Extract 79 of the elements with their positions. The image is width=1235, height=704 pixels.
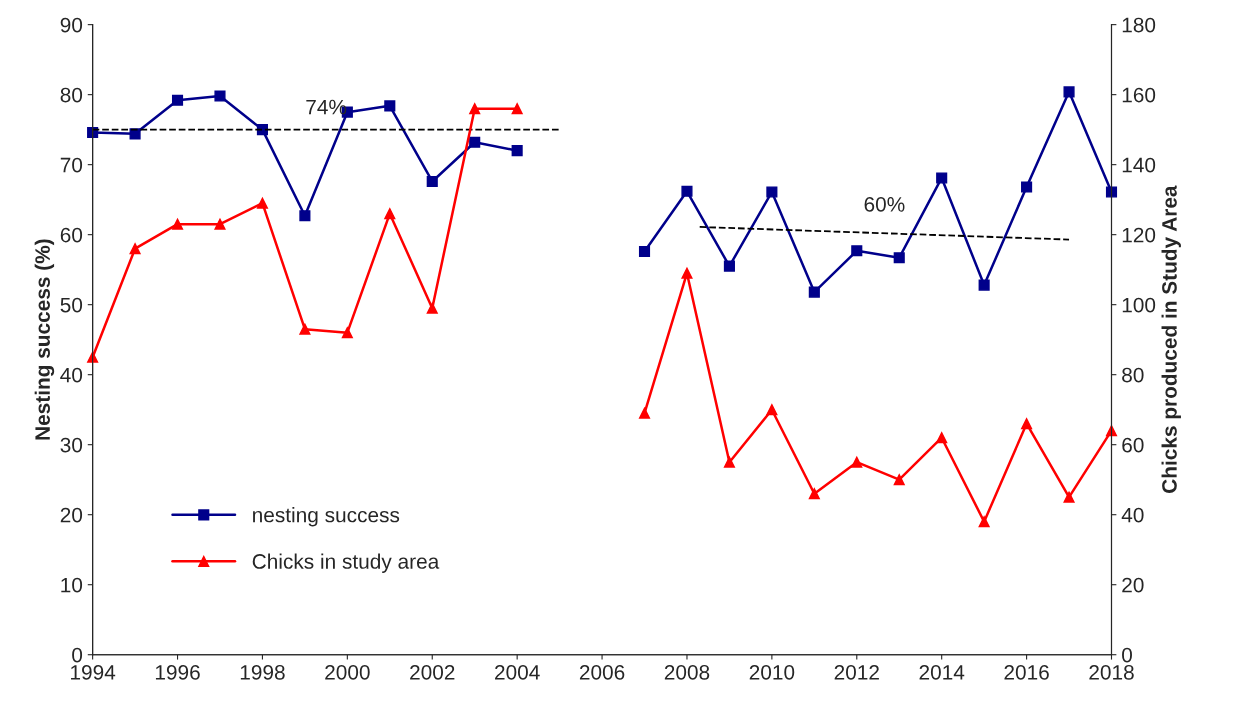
point: [469, 103, 481, 115]
y2-tick-label: 100: [1122, 297, 1156, 313]
point: [1063, 491, 1075, 503]
x-tick-label: 1994: [71, 664, 116, 680]
point: [256, 197, 268, 209]
point: [341, 327, 353, 339]
point: [638, 245, 651, 258]
y2-tick-label: 40: [1121, 507, 1144, 523]
point: [384, 208, 396, 220]
point: [511, 103, 523, 115]
x-tick-label: 1996: [155, 664, 200, 680]
x-tick-label: 2010: [749, 664, 795, 680]
point: [766, 404, 778, 416]
point: [384, 100, 396, 112]
y2-tick-label: 160: [1122, 87, 1156, 103]
point: [723, 456, 735, 468]
point: [681, 185, 693, 197]
point: [978, 516, 990, 528]
y2-tick-label: 140: [1122, 157, 1156, 173]
x-tick-label: 2002: [410, 664, 455, 680]
point: [936, 172, 948, 184]
point: [893, 474, 905, 486]
x-tick-label: 2008: [664, 664, 710, 680]
point: [681, 267, 693, 279]
y-tick-label: 60: [60, 227, 83, 243]
x-tick-label: 2006: [579, 664, 625, 680]
x-tick-label: 2016: [1004, 664, 1049, 680]
point: [851, 245, 863, 257]
point: [893, 252, 905, 264]
x-tick-label: 2000: [325, 664, 370, 680]
point: [171, 94, 184, 106]
annotation: 74%: [306, 99, 347, 115]
point: [214, 90, 226, 102]
y2-tick-label: 120: [1122, 227, 1156, 243]
point: [1021, 418, 1033, 430]
point: [808, 488, 820, 500]
y-tick-label: 20: [60, 507, 83, 523]
point: [766, 186, 778, 198]
point: [638, 407, 651, 419]
y-tick-label: 10: [61, 577, 83, 593]
point: [511, 145, 523, 157]
y2-tick-label: 180: [1122, 17, 1156, 33]
point: [723, 260, 735, 272]
point: [1063, 86, 1075, 98]
y2-tick-label: 60: [1122, 437, 1144, 453]
y2-tick-label: 20: [1122, 577, 1144, 593]
y-axis-title: Nesting success (%): [34, 239, 55, 440]
x-tick-label: 2004: [495, 664, 540, 680]
y-tick-label: 90: [60, 17, 83, 33]
point: [426, 302, 438, 314]
point: [129, 243, 141, 255]
point: [936, 432, 948, 444]
point: [808, 286, 820, 298]
y2-axis-title: Chicks produced in Study Area: [1161, 185, 1181, 493]
point: [1021, 181, 1033, 193]
y-tick-label: 40: [60, 367, 83, 383]
y-tick-label: 70: [60, 157, 83, 173]
y-tick-label: 0: [72, 647, 83, 663]
y-tick-label: 80: [60, 87, 83, 103]
point: [978, 279, 990, 291]
y2-tick-label: 80: [1122, 367, 1144, 383]
point: [426, 175, 438, 188]
point: [171, 218, 184, 230]
point: [1105, 186, 1118, 198]
x-tick-label: 1998: [240, 664, 285, 680]
x-tick-label: 2018: [1089, 664, 1134, 680]
point: [469, 136, 481, 148]
x-tick-label: 2014: [919, 664, 965, 680]
legend-label: Chicks in study area: [252, 553, 440, 573]
y-tick-label: 30: [60, 437, 83, 453]
x-tick-label: 2012: [834, 664, 879, 680]
annotation: 60%: [864, 196, 905, 212]
point: [214, 218, 226, 230]
point: [851, 456, 863, 468]
legend-label: nesting success: [253, 507, 400, 527]
point: [299, 210, 311, 222]
y2-tick-label: 0: [1122, 647, 1132, 663]
y-tick-label: 50: [60, 297, 83, 313]
point: [299, 323, 311, 335]
